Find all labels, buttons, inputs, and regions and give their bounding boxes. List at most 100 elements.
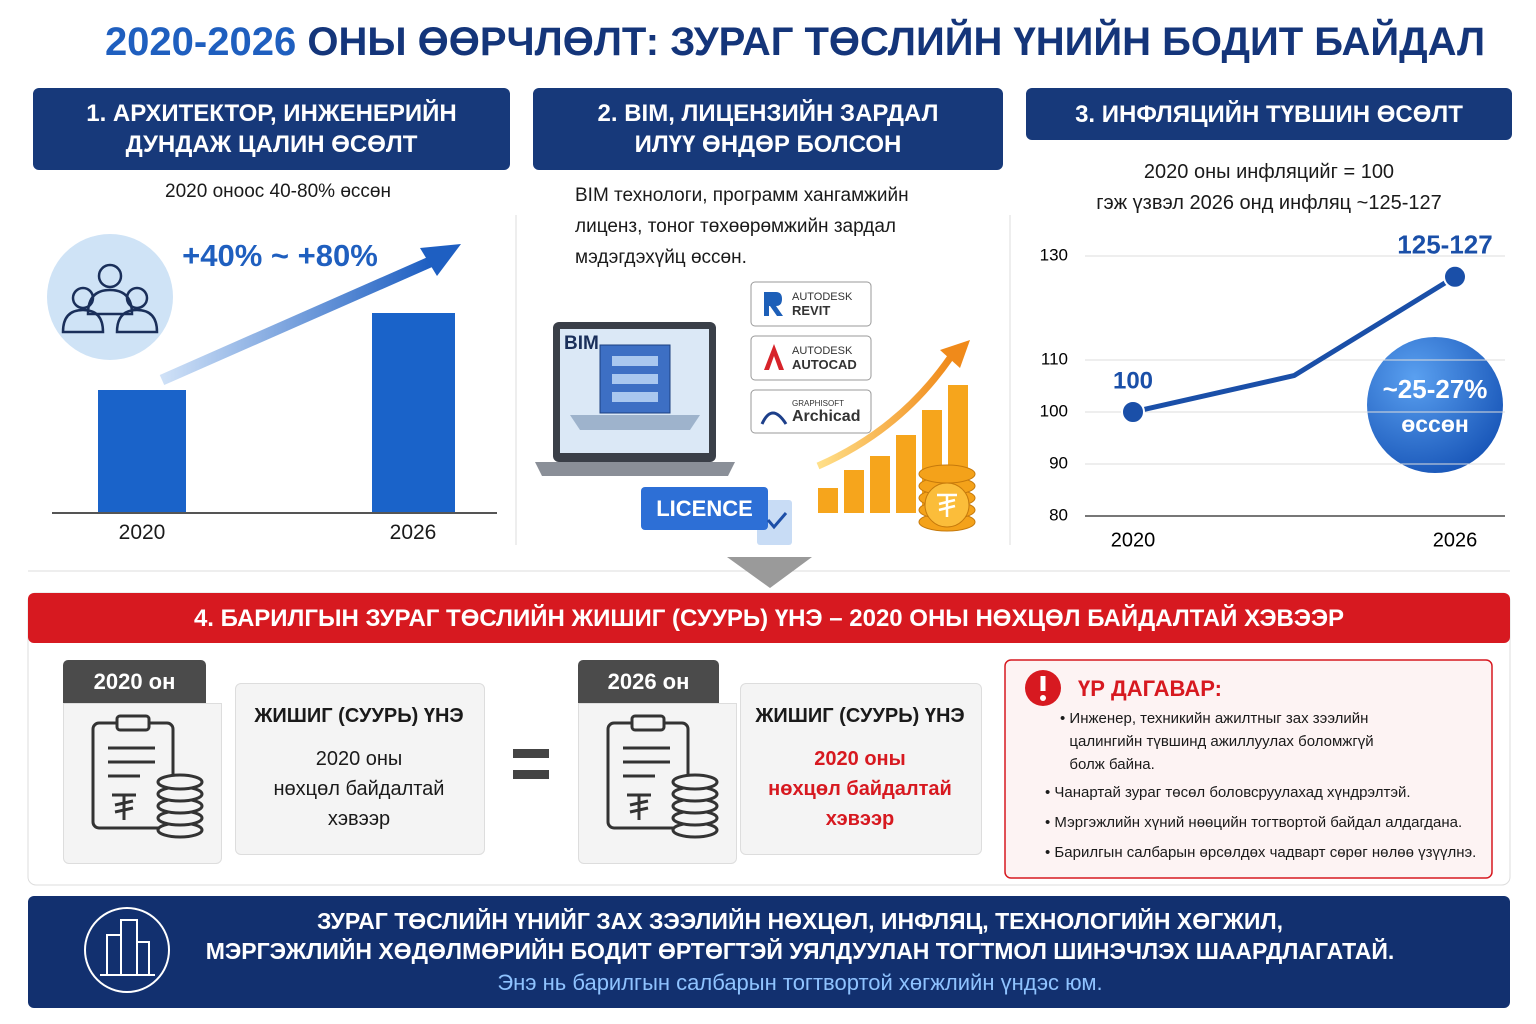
data-point <box>1121 400 1145 424</box>
bullet-line: Барилгын салбарын өрсөлдөх чадварт сөрөг… <box>1054 844 1477 861</box>
equals <box>513 770 549 779</box>
autocad-icon <box>764 344 784 370</box>
card-line: хэвээр <box>327 808 391 830</box>
title-text: ОНЫ ӨӨРЧЛӨЛТ: ЗУРАГ ТӨСЛИЙН ҮНИЙН БОДИТ … <box>307 20 1486 64</box>
illustrative-bar <box>98 390 186 512</box>
cost-arrow-head <box>940 340 970 368</box>
description-line: лиценз, тоног төхөөрөмжийн зардал <box>575 216 896 237</box>
footer-line: МЭРГЭЖЛИЙН ХӨДӨЛМӨРИЙН БОДИТ ӨРТӨГТЭЙ УЯ… <box>205 938 1395 964</box>
heading-line: ДУНДАЖ ЦАЛИН ӨСӨЛТ <box>125 131 418 158</box>
laptop <box>535 322 735 476</box>
check <box>766 512 788 530</box>
description-line: мэдэгдэхүйц өссөн. <box>575 247 747 268</box>
x-tick-label: 2026 <box>1433 529 1478 551</box>
card-title: ЖИШИГ (СУУРЬ) ҮНЭ <box>755 705 965 727</box>
price-card <box>740 683 982 855</box>
bullet: • Барилгын салбарын өрсөлдөх чадварт сөр… <box>1045 844 1477 861</box>
consequence-title: ҮР ДАГАВАР: <box>1078 676 1222 701</box>
card-line: нөхцөл байдалтай <box>768 778 952 800</box>
logo: AUTODESK AUTOCAD <box>792 345 857 371</box>
buildings-icon <box>84 907 170 993</box>
subtitle-line: гэж үзвэл 2026 онд инфляц ~125-127 <box>1096 192 1442 214</box>
growth-badge <box>1367 337 1503 473</box>
footer-text: ЗУРАГ ТӨСЛИЙН ҮНИЙГ ЗАХ ЗЭЭЛИЙН НӨХЦӨЛ, … <box>180 906 1420 966</box>
badge-text: ~25-27% <box>1382 374 1488 404</box>
bullet-line: цалингийн түвшинд ажиллуулах боломжгүй <box>1069 733 1374 750</box>
panel-heading: 3. ИНФЛЯЦИЙН ТҮВШИН ӨСӨЛТ <box>1026 88 1512 140</box>
description-line: BIM технологи, программ хангамжийн <box>575 185 909 206</box>
data-line <box>1132 274 1457 415</box>
year-tag: 2026 он <box>578 660 719 703</box>
card-text: 2020 оны нөхцөл байдалтай хэвээр <box>235 744 483 834</box>
footer-note: Энэ нь барилгын салбарын тогтвортой хөгж… <box>497 970 1103 995</box>
callout: +40% ~ +80% <box>182 238 378 273</box>
banner-text: 4. БАРИЛГЫН ЗУРАГ ТӨСЛИЙН ЖИШИГ (СУУРЬ) … <box>193 605 1345 632</box>
y-tick-label: 80 <box>1049 505 1068 524</box>
title-year: 2020-2026 <box>104 20 297 64</box>
badge-text: өссөн <box>1401 411 1469 437</box>
bullet: • Чанартай зураг төсөл боловсруулахад хү… <box>1045 784 1411 801</box>
y-tick-label: 90 <box>1049 453 1068 472</box>
panel-heading: 2. BIM, ЛИЦЕНЗИЙН ЗАРДАЛ ИЛҮҮ ӨНДӨР БОЛСО… <box>533 88 1003 170</box>
logo-text: AUTODESK <box>792 291 853 303</box>
logo: GRAPHISOFT Archicad <box>792 398 860 425</box>
bullet: • Мэргэжлийн хүний нөөцийн тогтвортой ба… <box>1045 814 1463 831</box>
cost-arrow <box>816 356 953 470</box>
y-tick-label: 100 <box>1040 401 1068 420</box>
alert-icon <box>1040 695 1046 701</box>
heading-line: 1. АРХИТЕКТОР, ИНЖЕНЕРИЙН <box>86 100 457 127</box>
bullet-line: Мэргэжлийн хүний нөөцийн тогтвортой байд… <box>1054 814 1463 831</box>
card-line: нөхцөл байдалтай <box>273 778 445 800</box>
logo-text: AUTODESK <box>792 345 853 357</box>
card-line: 2020 оны <box>315 748 403 770</box>
card-line: 2020 оны <box>814 748 906 770</box>
logo-text: GRAPHISOFT <box>792 399 845 408</box>
coins <box>918 464 976 532</box>
data-point <box>1443 264 1467 289</box>
footer-box <box>28 896 1510 1008</box>
down-arrow <box>727 557 812 588</box>
growth-arrow-head <box>420 244 461 276</box>
red-banner <box>28 593 1510 643</box>
page-title: 2020-2026 ОНЫ ӨӨРЧЛӨЛТ: ЗУРАГ ТӨСЛИЙН ҮН… <box>60 20 1530 65</box>
price-card <box>235 683 485 855</box>
card-text: 2020 оны нөхцөл байдалтай хэвээр <box>740 744 980 834</box>
subtitle: 2020 оноос 40-80% өссөн <box>165 181 391 202</box>
year-tag: 2020 он <box>63 660 206 703</box>
x-tick-label: 2020 <box>1111 529 1156 551</box>
illustrative-bar <box>372 313 455 512</box>
card-title: ЖИШИГ (СУУРЬ) ҮНЭ <box>254 705 464 727</box>
y-tick-label: 130 <box>1040 245 1068 264</box>
bullet-line: Чанартай зураг төсөл боловсруулахад хүнд… <box>1054 784 1411 801</box>
subtitle-line: 2020 оны инфляцийг = 100 <box>1143 161 1395 183</box>
licence-badge <box>641 487 768 530</box>
card-line: хэвээр <box>825 808 895 830</box>
year-label: 2020 <box>118 521 166 544</box>
equals <box>513 749 549 758</box>
data-label: 125-127 <box>1397 230 1492 260</box>
data-label: 100 <box>1113 367 1153 394</box>
subtitle: 2020 оны инфляцийг = 100 гэж үзвэл 2026 о… <box>1026 157 1512 219</box>
people-icon <box>47 234 173 360</box>
bullet-line: болж байна. <box>1069 756 1155 773</box>
archicad-icon <box>760 411 788 425</box>
description: BIM технологи, программ хангамжийн лиценз… <box>575 180 909 273</box>
alert-icon <box>1040 676 1046 691</box>
revit-icon <box>764 292 783 316</box>
footer-line: ЗУРАГ ТӨСЛИЙН ҮНИЙГ ЗАХ ЗЭЭЛИЙН НӨХЦӨЛ, … <box>317 908 1283 934</box>
logo-text: AUTOCAD <box>792 357 857 372</box>
bullet: • Инженер, техникийн ажилтныг зах зээлий… <box>1060 707 1374 776</box>
heading-line: ИЛҮҮ ӨНДӨР БОЛСОН <box>634 131 902 158</box>
heading-line: 2. BIM, ЛИЦЕНЗИЙН ЗАРДАЛ <box>597 100 939 127</box>
heading-line: 3. ИНФЛЯЦИЙН ТҮВШИН ӨСӨЛТ <box>1075 100 1463 128</box>
laptop-label: BIM <box>564 333 599 354</box>
year-label: 2026 <box>389 521 437 544</box>
bullet-line: Инженер, техникийн ажилтныг зах зээлийн <box>1069 710 1369 727</box>
licence-label: LICENCE <box>656 496 753 521</box>
logo: AUTODESK REVIT <box>792 291 852 317</box>
icon-card <box>578 703 737 864</box>
logo-text: Archicad <box>792 408 861 425</box>
panel-heading: 1. АРХИТЕКТОР, ИНЖЕНЕРИЙН ДУНДАЖ ЦАЛИН ӨС… <box>33 88 510 170</box>
icon-card <box>63 703 222 864</box>
